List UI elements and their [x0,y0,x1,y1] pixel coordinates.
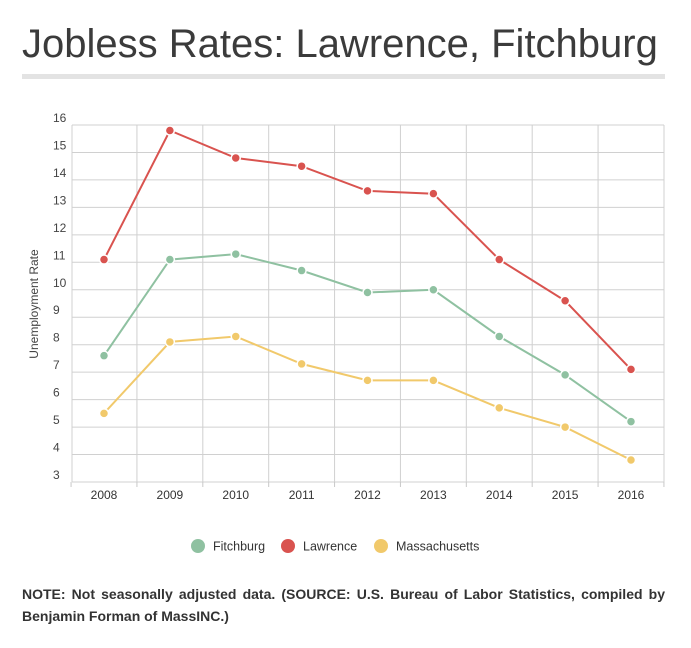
data-point-fitchburg [494,331,505,342]
title-divider [22,74,665,79]
chart-title: Jobless Rates: Lawrence, Fitchburg [22,22,658,66]
data-point-fitchburg [98,350,110,361]
x-tick-label: 2016 [618,488,645,502]
data-point-lawrence [428,188,439,199]
data-point-fitchburg [164,254,176,265]
data-point-fitchburg [559,369,571,381]
legend-label-lawrence: Lawrence [303,540,357,554]
y-tick-label: 3 [53,468,60,482]
data-point-fitchburg [296,265,307,276]
x-tick-label: 2012 [354,488,381,502]
y-tick-label: 13 [53,193,67,207]
legend-swatch-fitchburg [191,539,205,553]
y-tick-label: 12 [53,221,67,235]
series-line-massachusetts [103,335,632,461]
legend-label-fitchburg: Fitchburg [213,540,265,554]
data-point-lawrence [625,364,637,375]
data-point-lawrence [296,160,307,172]
y-tick-label: 7 [53,358,60,372]
legend-swatch-massachusetts [374,539,388,553]
x-tick-label: 2011 [289,488,315,502]
y-tick-label: 5 [53,413,60,427]
data-point-lawrence [494,254,505,265]
y-tick-label: 6 [53,386,60,400]
x-tick-label: 2014 [486,488,513,502]
data-point-massachusetts [296,358,307,370]
data-point-lawrence [164,125,176,136]
y-tick-label: 10 [53,276,67,290]
source-note: NOTE: Not seasonally adjusted data. (SOU… [22,586,665,624]
y-tick-label: 4 [53,441,60,455]
data-point-lawrence [230,152,241,164]
data-point-massachusetts [362,375,373,386]
x-tick-label: 2013 [420,488,447,502]
y-tick-label: 8 [53,331,60,345]
data-point-massachusetts [559,421,571,433]
data-point-fitchburg [362,287,373,298]
series-line-lawrence [103,129,632,371]
data-point-massachusetts [428,375,439,386]
data-point-massachusetts [98,408,110,419]
data-point-massachusetts [164,336,176,348]
data-point-fitchburg [428,284,439,296]
y-tick-label: 16 [53,111,67,125]
series-line-fitchburg [103,253,632,423]
y-axis-label: Unemployment Rate [27,249,41,359]
legend-label-massachusetts: Massachusetts [396,540,479,554]
data-point-lawrence [559,295,571,307]
x-axis-tick-labels: 2008 2009 2010 2011 2012 2013 2014 2015 2016 [91,488,645,502]
x-tick-label: 2015 [552,488,579,502]
legend-swatch-lawrence [281,539,295,553]
x-tick-label: 2009 [157,488,184,502]
data-point-massachusetts [625,454,637,466]
y-tick-label: 14 [53,166,67,180]
legend: Fitchburg Lawrence Massachusetts [191,539,479,554]
y-axis-tick-labels: 3 4 5 6 7 8 9 10 11 12 13 14 15 16 [53,111,67,482]
y-tick-label: 9 [53,303,60,317]
x-tick-label: 2008 [91,488,118,502]
data-point-massachusetts [230,331,241,342]
y-tick-label: 11 [53,248,66,262]
x-tick-label: 2010 [222,488,249,502]
data-point-lawrence [362,185,373,197]
data-point-fitchburg [625,416,637,427]
data-point-massachusetts [494,402,505,414]
data-point-lawrence [98,254,110,265]
data-point-fitchburg [230,248,241,260]
y-tick-label: 15 [53,138,67,152]
series-points [98,125,637,466]
